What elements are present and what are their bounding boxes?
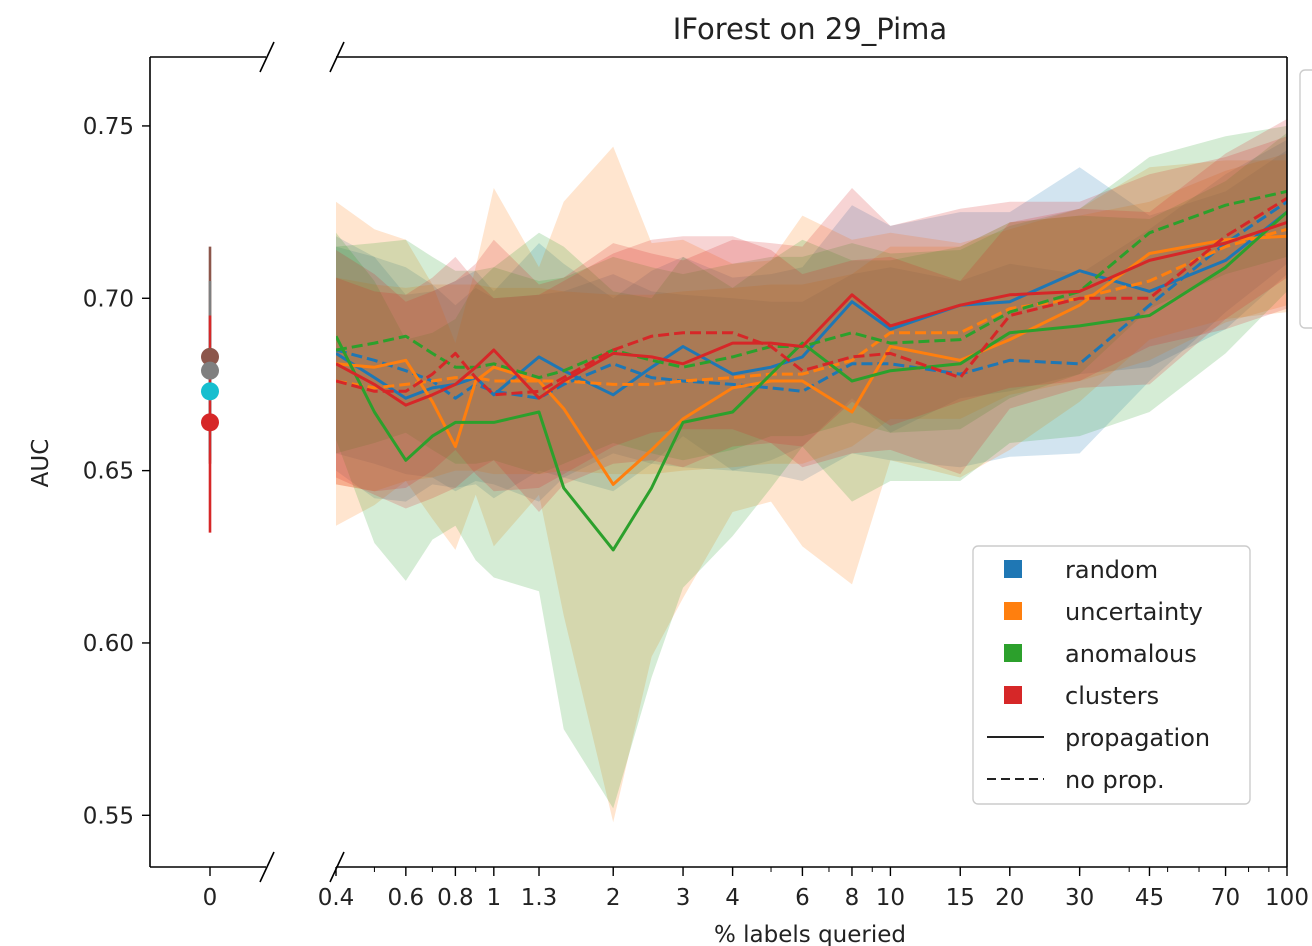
confidence-bands [336, 119, 1287, 823]
y-axis-ticks: 0.55 0.60 0.65 0.70 0.75 [83, 114, 150, 829]
legend: random uncertainty anomalous clusters propag… [972, 545, 1251, 805]
x-tick-label: 4 [725, 885, 740, 911]
x-tick-label: 30 [1065, 885, 1094, 911]
y-tick-label: 0.75 [83, 114, 134, 140]
left-panel-points [201, 246, 219, 533]
series-line [336, 189, 1287, 380]
confidence-band [336, 146, 1287, 823]
legend-swatch [1004, 602, 1022, 620]
axis-break-mark [259, 851, 275, 883]
series-line [336, 197, 1287, 397]
x-tick-label: 45 [1135, 885, 1164, 911]
x-tick-label: 1.3 [521, 885, 558, 911]
left-panel-point [201, 413, 219, 432]
x-tick-label: 3 [676, 885, 691, 911]
confidence-band [336, 150, 1287, 502]
series-line [336, 227, 1287, 390]
x-tick-label: 0.8 [437, 885, 474, 911]
x-tick-label: 8 [845, 885, 860, 911]
y-tick-label: 0.55 [83, 803, 134, 829]
x-tick-label: 1 [486, 885, 501, 911]
legend-swatch [1004, 560, 1022, 578]
legend-swatch [1004, 686, 1022, 704]
series-line [336, 234, 1287, 486]
x-tick-label: 0.4 [318, 885, 355, 911]
x-tick-label: 2 [606, 885, 621, 911]
series-line [336, 210, 1287, 552]
y-tick-label: 0.65 [83, 459, 134, 485]
legend-label: no prop. [1065, 766, 1165, 794]
legend-label: random [1065, 556, 1158, 584]
x-axis-label: % labels queried [714, 922, 906, 946]
legend-swatch [1004, 644, 1022, 662]
outer-legend-partial [1299, 69, 1312, 329]
axis-break-mark [329, 41, 345, 73]
confidence-band [336, 119, 1287, 492]
left-x-tick: 0 [203, 867, 218, 911]
legend-label: propagation [1065, 724, 1210, 752]
y-tick-label: 0.70 [83, 286, 134, 312]
legend-label: anomalous [1065, 640, 1197, 668]
x-tick-label: 0.6 [388, 885, 425, 911]
confidence-band [336, 139, 1287, 502]
axis-break-mark [259, 41, 275, 73]
legend-label: uncertainty [1065, 598, 1203, 626]
y-tick-label: 0.60 [83, 631, 134, 657]
left-panel-point [201, 361, 219, 380]
confidence-band [336, 125, 1287, 475]
confidence-band [336, 136, 1287, 513]
x-tick-label: 6 [795, 885, 810, 911]
left-x-tick-label: 0 [203, 885, 218, 911]
left-panel-point [201, 347, 219, 366]
axis-break-mark [329, 851, 345, 883]
series-line [336, 220, 1287, 407]
x-tick-label: 100 [1265, 885, 1309, 911]
x-tick-label: 15 [946, 885, 975, 911]
y-axis-label: AUC [28, 439, 54, 488]
series-lines [336, 189, 1287, 552]
legend-label: clusters [1065, 682, 1159, 710]
legend-box [972, 545, 1251, 805]
confidence-band [336, 153, 1287, 492]
x-axis-ticks: 0.4 0.6 0.8 1 1.3 2 3 4 6 8 10 15 20 30 45 70 100 [318, 867, 1309, 911]
chart-title: IForest on 29_Pima [673, 12, 947, 46]
x-tick-label: 10 [876, 885, 905, 911]
series-line [336, 210, 1287, 400]
left-panel-point [201, 382, 219, 401]
x-tick-label: 20 [995, 885, 1024, 911]
x-tick-label: 70 [1211, 885, 1240, 911]
confidence-band [336, 132, 1287, 809]
series-line [336, 200, 1287, 400]
